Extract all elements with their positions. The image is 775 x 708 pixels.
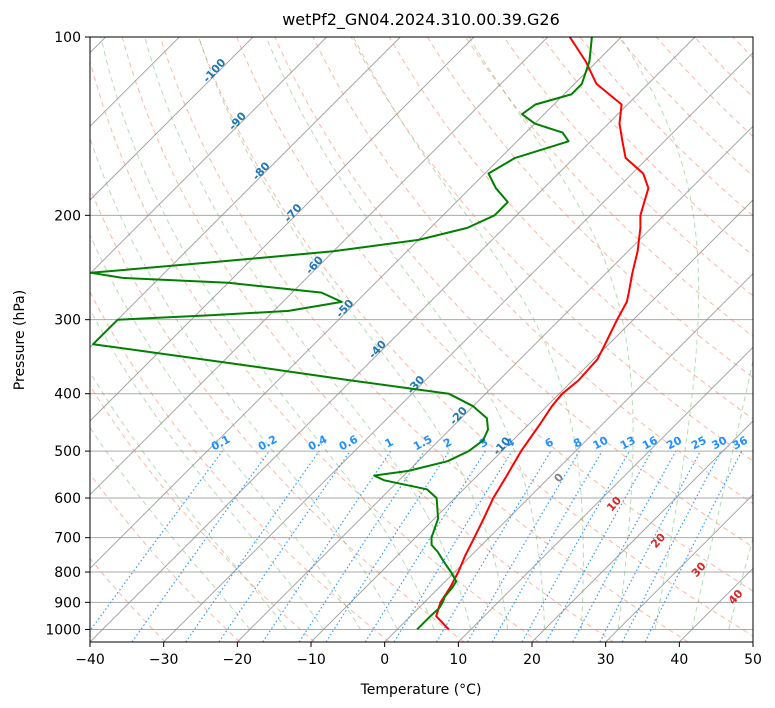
x-tick-label: 40 <box>670 652 688 668</box>
y-tick-label: 1000 <box>45 622 81 638</box>
x-tick-label: 0 <box>380 652 389 668</box>
mixing-ratio-line <box>90 450 223 632</box>
x-tick-label: 20 <box>523 652 541 668</box>
mixing-ratio-line <box>131 450 270 642</box>
dry-adiabat-line <box>90 291 390 642</box>
x-tick-label: −30 <box>149 652 179 668</box>
y-tick-label: 700 <box>54 531 81 547</box>
isotherm-line <box>605 493 753 642</box>
x-tick-label: −10 <box>296 652 326 668</box>
dry-adiabat-line <box>198 37 753 637</box>
isotherm-line <box>531 420 753 642</box>
dry-adiabat-line <box>388 37 753 420</box>
mixing-ratio-line <box>325 450 450 642</box>
x-tick-label: 50 <box>744 652 762 668</box>
x-tick-label: 30 <box>597 652 615 668</box>
dewpoint-profile-line <box>90 37 593 631</box>
chart-title: wetPf2_GN04.2024.310.00.39.G26 <box>282 10 560 30</box>
y-tick-label: 800 <box>54 565 81 581</box>
background-lines <box>90 37 753 642</box>
y-tick-label: 600 <box>54 491 81 507</box>
plot-frame <box>89 36 754 643</box>
moist-adiabat-line <box>90 233 361 630</box>
x-tick-label: −40 <box>75 652 105 668</box>
mixing-ratio-label: 25 <box>689 434 709 453</box>
moist-adiabat-line <box>620 37 700 630</box>
y-tick-label: 400 <box>54 387 81 403</box>
x-axis-label: Temperature (°C) <box>360 682 482 698</box>
isotherm-line <box>457 346 753 642</box>
isotherm-line <box>236 125 753 642</box>
dry-adiabat-line <box>90 557 166 642</box>
isotherm-line <box>90 37 475 422</box>
mixing-ratio-line <box>185 450 320 642</box>
isotherm-line <box>90 37 549 496</box>
y-tick-label: 100 <box>54 30 81 46</box>
isotherm-line <box>90 37 622 570</box>
mixing-ratio-label: 36 <box>730 434 750 453</box>
profile-series <box>90 37 650 631</box>
y-tick-label: 500 <box>54 444 81 460</box>
mixing-ratio-label: 16 <box>640 434 660 453</box>
y-tick-label: 200 <box>54 208 81 224</box>
dry-adiabat-line <box>90 186 465 642</box>
moist-adiabat-line <box>90 371 288 630</box>
moist-adiabat-line <box>100 37 435 630</box>
x-tick-label: −20 <box>223 652 253 668</box>
moist-adiabat-line <box>90 136 398 630</box>
moist-adiabat-line <box>90 426 251 630</box>
moist-adiabat-line <box>353 37 584 630</box>
mixing-ratio-label: 13 <box>618 434 638 453</box>
y-axis-label: Pressure (hPa) <box>12 290 28 390</box>
mixing-ratio-label: 20 <box>664 433 684 452</box>
x-axis: −40 −30 −20 −10 0 10 20 30 40 50 <box>75 642 762 668</box>
x-tick-label: 10 <box>449 652 467 668</box>
y-axis: 100 200 300 400 500 600 700 800 900 1000 <box>45 30 90 638</box>
dry-adiabat-line <box>274 37 753 548</box>
dry-adiabat-line <box>159 37 689 642</box>
mixing-ratio-line <box>218 450 351 642</box>
dry-adiabat-line <box>236 37 753 592</box>
moist-adiabat-line <box>468 37 634 630</box>
moist-adiabat-line <box>265 37 546 630</box>
moist-adiabat-line <box>198 37 509 630</box>
mixing-ratio-line <box>644 450 743 642</box>
isotherm-line <box>90 37 696 642</box>
isotherm-line <box>163 51 753 642</box>
mixing-ratio-line <box>545 450 653 642</box>
mixing-ratio-line <box>393 450 513 642</box>
moist-adiabat-line <box>691 358 753 630</box>
mixing-ratio-line <box>572 450 677 642</box>
isotherm-line <box>310 199 753 642</box>
dry-adiabat-line <box>503 37 753 297</box>
dry-adiabat-line <box>90 384 316 642</box>
y-tick-label: 900 <box>54 595 81 611</box>
isotherm-line <box>384 272 753 642</box>
dry-adiabat-line <box>465 37 753 338</box>
temperature-profile-line <box>435 37 650 631</box>
mixing-ratio-line <box>521 450 631 642</box>
dry-adiabat-line <box>312 37 753 505</box>
dry-adiabat-line <box>350 37 753 462</box>
mixing-ratio-label: 10 <box>591 433 611 452</box>
mixing-ratio-label: 30 <box>710 434 730 453</box>
y-tick-label: 300 <box>54 313 81 329</box>
isotherm-line <box>90 37 254 201</box>
dry-adiabat-line <box>90 472 241 642</box>
mixing-ratio-line <box>262 450 392 642</box>
dry-adiabat-line <box>90 59 540 642</box>
isotherm-line <box>90 37 328 275</box>
mixing-ratio-line <box>298 450 425 642</box>
